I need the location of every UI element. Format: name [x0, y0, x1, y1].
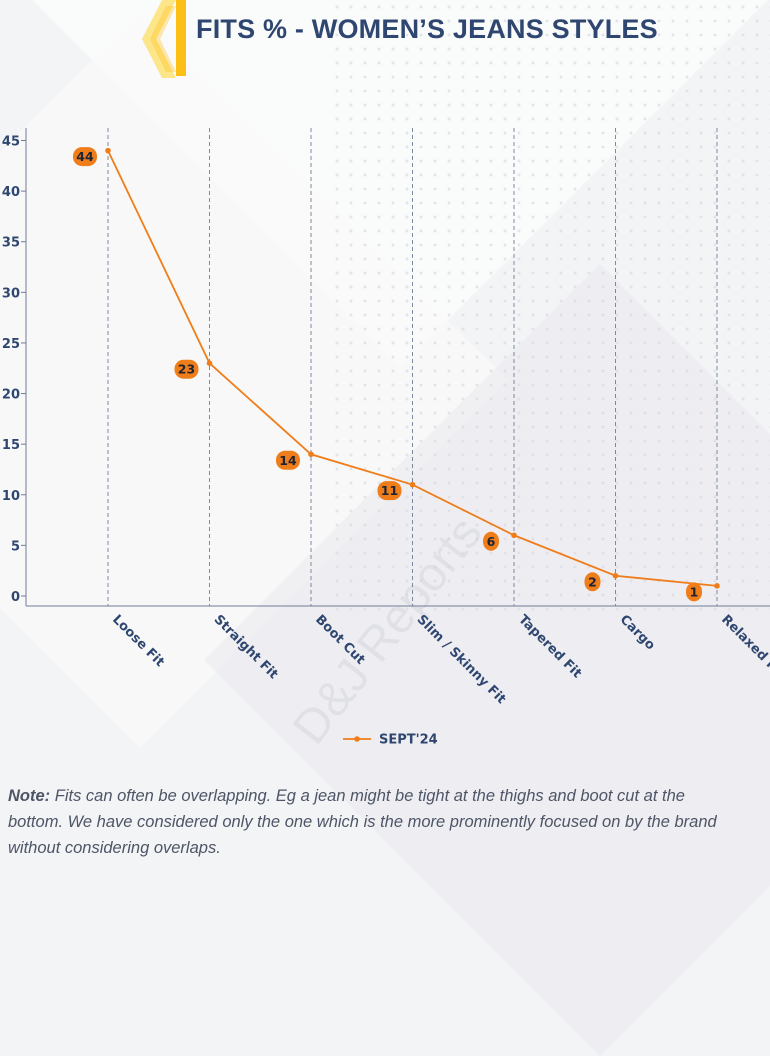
- chart-axes: [25, 128, 770, 607]
- data-label-badge: [584, 572, 601, 592]
- chart-gridlines: [107, 128, 718, 606]
- data-point: [308, 451, 314, 458]
- note-text: Note: Fits can often be overlapping. Eg …: [8, 783, 770, 861]
- data-point: [206, 360, 213, 366]
- y-tick-label: 5: [11, 539, 20, 554]
- data-label: 23: [178, 362, 195, 377]
- data-label: 1: [690, 584, 699, 599]
- y-axis-ticks: 0 5 10 15 20 25 30 35 40 45: [2, 135, 26, 605]
- title-accent-bar: [176, 0, 186, 76]
- note-line: bottom. We have considered only the one …: [8, 813, 717, 831]
- legend-label: SEPT'24: [379, 733, 438, 748]
- watermark: D&J Reports: [283, 507, 492, 754]
- background-dot-pattern: [330, 0, 770, 620]
- page-title: FITS % - WOMEN’S JEANS STYLES: [196, 14, 658, 44]
- data-label-badge: [483, 531, 499, 551]
- data-point: [105, 147, 111, 154]
- note-label: Note:: [8, 787, 51, 805]
- series-line: [105, 147, 720, 589]
- header: FITS % - WOMEN’S JEANS STYLES: [140, 0, 770, 80]
- data-point: [612, 572, 619, 579]
- data-label: 14: [279, 453, 297, 468]
- x-tick-label: Straight Fit: [211, 612, 281, 682]
- x-tick-label: Tapered Fit: [515, 612, 584, 681]
- data-label-badge: [686, 582, 702, 602]
- data-label-badge: [174, 359, 199, 379]
- x-axis-ticks: Loose Fit Straight Fit Boot Cut Slim / Skin…: [109, 612, 770, 707]
- data-point: [714, 583, 720, 589]
- chevron-left-icon: [142, 0, 176, 78]
- chart-legend: SEPT'24: [343, 733, 438, 748]
- y-tick-label: 0: [11, 590, 20, 605]
- x-tick-label: Loose Fit: [109, 612, 167, 670]
- data-label: 44: [76, 149, 94, 164]
- y-tick-label: 30: [2, 286, 20, 301]
- y-tick-label: 25: [2, 337, 20, 352]
- y-tick-label: 40: [2, 185, 20, 200]
- y-tick-label: 15: [2, 438, 20, 453]
- data-label-badge: [377, 481, 402, 501]
- data-labels: 44 23 14 11 6 2 1: [73, 147, 702, 602]
- y-tick-label: 10: [2, 489, 20, 504]
- y-tick-label: 35: [2, 236, 20, 251]
- note-line: Fits can often be overlapping. Eg a jean…: [50, 787, 685, 805]
- data-label: 6: [487, 534, 496, 549]
- data-label: 2: [588, 574, 597, 589]
- x-tick-label: Relaxed Fit: [718, 612, 770, 681]
- legend-swatch-dot: [354, 736, 360, 742]
- data-label-badge: [73, 147, 97, 167]
- y-tick-label: 20: [2, 388, 20, 403]
- y-tick-label: 45: [2, 135, 20, 150]
- data-label: 11: [381, 483, 398, 498]
- data-point: [511, 532, 517, 539]
- fits-line-chart: D&J Reports 0 5 10 15 20 25 30 35 40 45 Loose Fit…: [2, 128, 770, 754]
- x-tick-label: Cargo: [617, 612, 658, 653]
- data-label-badge: [276, 450, 300, 470]
- data-point: [409, 481, 416, 488]
- x-tick-label: Slim / Skinny Fit: [414, 612, 509, 707]
- note-line: without considering overlaps.: [8, 839, 221, 857]
